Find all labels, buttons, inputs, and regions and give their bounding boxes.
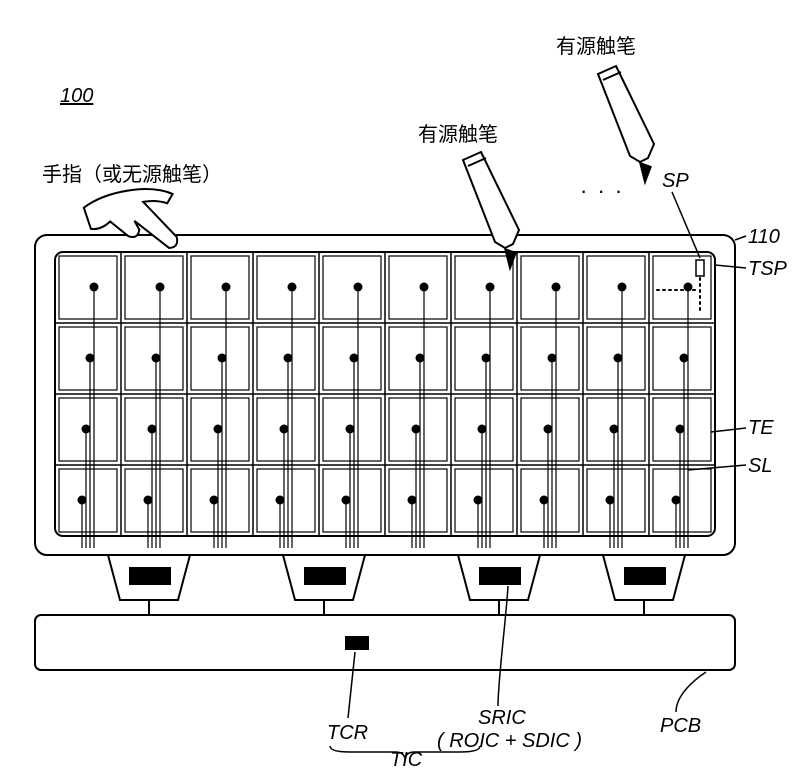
leader-lines bbox=[330, 192, 746, 760]
finger-label: 手指（或无源触笔） bbox=[42, 158, 222, 187]
diagram-canvas: 100 手指（或无源触笔） 有源触笔 有源触笔 · · · 110 SP TSP… bbox=[0, 0, 794, 779]
sl-label: SL bbox=[748, 455, 772, 478]
te-dots bbox=[78, 283, 693, 505]
pcb-bar bbox=[35, 615, 735, 670]
sric-label: SRIC bbox=[478, 707, 526, 730]
ref-110: 110 bbox=[748, 226, 780, 249]
outer-panel bbox=[35, 235, 735, 555]
hand-icon bbox=[80, 180, 184, 249]
tsp-label: TSP bbox=[748, 258, 787, 281]
sl-lines bbox=[82, 287, 688, 548]
te-cells bbox=[59, 256, 711, 532]
pen2-icon bbox=[598, 66, 654, 182]
diagram-svg bbox=[0, 0, 794, 779]
tsp-frame bbox=[55, 252, 715, 536]
te-label: TE bbox=[748, 417, 774, 440]
grid-lines bbox=[55, 252, 715, 536]
sric-sub-label: ( ROIC + SDIC ) bbox=[437, 730, 582, 753]
pcb-label: PCB bbox=[660, 715, 701, 738]
sric-group bbox=[108, 555, 685, 600]
stylus2-label: 有源触笔 bbox=[556, 30, 636, 59]
figure-ref-label: 100 bbox=[60, 85, 93, 108]
pen1-icon bbox=[463, 152, 519, 268]
tcr-chip bbox=[345, 636, 369, 650]
tcr-label: TCR bbox=[327, 722, 368, 745]
sp-detail bbox=[657, 260, 704, 310]
sp-label: SP bbox=[662, 170, 689, 193]
tic-label: TIC bbox=[390, 749, 422, 772]
dots-between-pens: · · · bbox=[580, 178, 624, 204]
stylus1-label: 有源触笔 bbox=[418, 118, 498, 147]
